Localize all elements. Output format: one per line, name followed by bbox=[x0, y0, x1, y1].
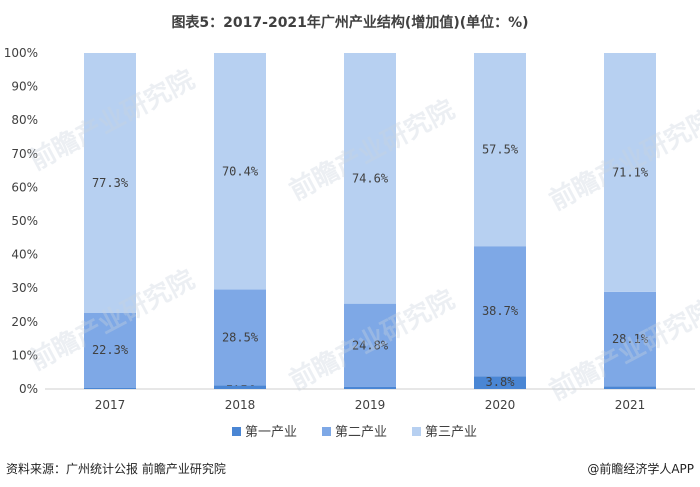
y-tick-label: 70% bbox=[11, 147, 38, 161]
data-label: 57.5% bbox=[482, 143, 519, 157]
x-tick-label: 2020 bbox=[485, 398, 516, 412]
bar-segment bbox=[84, 312, 136, 388]
bar-segment bbox=[604, 291, 656, 387]
data-label: 28.1% bbox=[612, 332, 649, 346]
bar-segment bbox=[604, 386, 656, 389]
bar-segment bbox=[84, 387, 136, 389]
x-tick-label: 2018 bbox=[225, 398, 256, 412]
data-label: 70.4% bbox=[222, 164, 259, 178]
y-tick-label: 80% bbox=[11, 113, 38, 127]
bar-segment bbox=[474, 53, 526, 247]
x-tick-label: 2019 bbox=[355, 398, 386, 412]
x-tick-label: 2021 bbox=[615, 398, 646, 412]
bar-segment bbox=[84, 53, 136, 313]
bar-segment bbox=[474, 246, 526, 377]
y-tick-label: 10% bbox=[11, 348, 38, 362]
data-label: 71.1% bbox=[612, 165, 649, 179]
data-label: 24.8% bbox=[352, 338, 389, 352]
y-tick-label: 50% bbox=[11, 214, 38, 228]
bar-segment bbox=[344, 386, 396, 389]
data-label: 28.5% bbox=[222, 330, 259, 344]
y-tick-label: 40% bbox=[11, 248, 38, 262]
bar-segment bbox=[474, 376, 526, 389]
bar-segment bbox=[344, 53, 396, 304]
x-tick-label: 2017 bbox=[95, 398, 126, 412]
legend-label: 第一产业 bbox=[245, 425, 297, 440]
y-tick-label: 60% bbox=[11, 180, 38, 194]
data-label: 3.8% bbox=[486, 375, 516, 389]
data-label: 77.3% bbox=[92, 176, 129, 190]
legend-swatch bbox=[232, 427, 241, 436]
y-tick-label: 100% bbox=[4, 46, 38, 60]
legend-label: 第二产业 bbox=[335, 425, 387, 440]
y-tick-label: 30% bbox=[11, 281, 38, 295]
y-tick-label: 20% bbox=[11, 315, 38, 329]
chart-title: 图表5：2017-2021年广州产业结构(增加值)(单位：%) bbox=[171, 15, 529, 31]
bar-segment bbox=[604, 53, 656, 292]
bar-segment bbox=[214, 53, 266, 290]
credit-note: @前瞻经济学人APP bbox=[587, 462, 694, 476]
data-label: 22.3% bbox=[92, 343, 129, 357]
data-label: 74.6% bbox=[352, 171, 389, 185]
legend-swatch bbox=[322, 427, 331, 436]
legend-swatch bbox=[412, 427, 421, 436]
y-tick-label: 90% bbox=[11, 80, 38, 94]
data-label: 38.7% bbox=[482, 304, 519, 318]
bar-segment bbox=[214, 385, 266, 389]
bar-segment bbox=[344, 303, 396, 387]
bar-segment bbox=[214, 289, 266, 386]
legend-label: 第三产业 bbox=[425, 425, 477, 440]
source-note: 资料来源：广州统计公报 前瞻产业研究院 bbox=[6, 462, 226, 476]
y-tick-label: 0% bbox=[19, 382, 38, 396]
